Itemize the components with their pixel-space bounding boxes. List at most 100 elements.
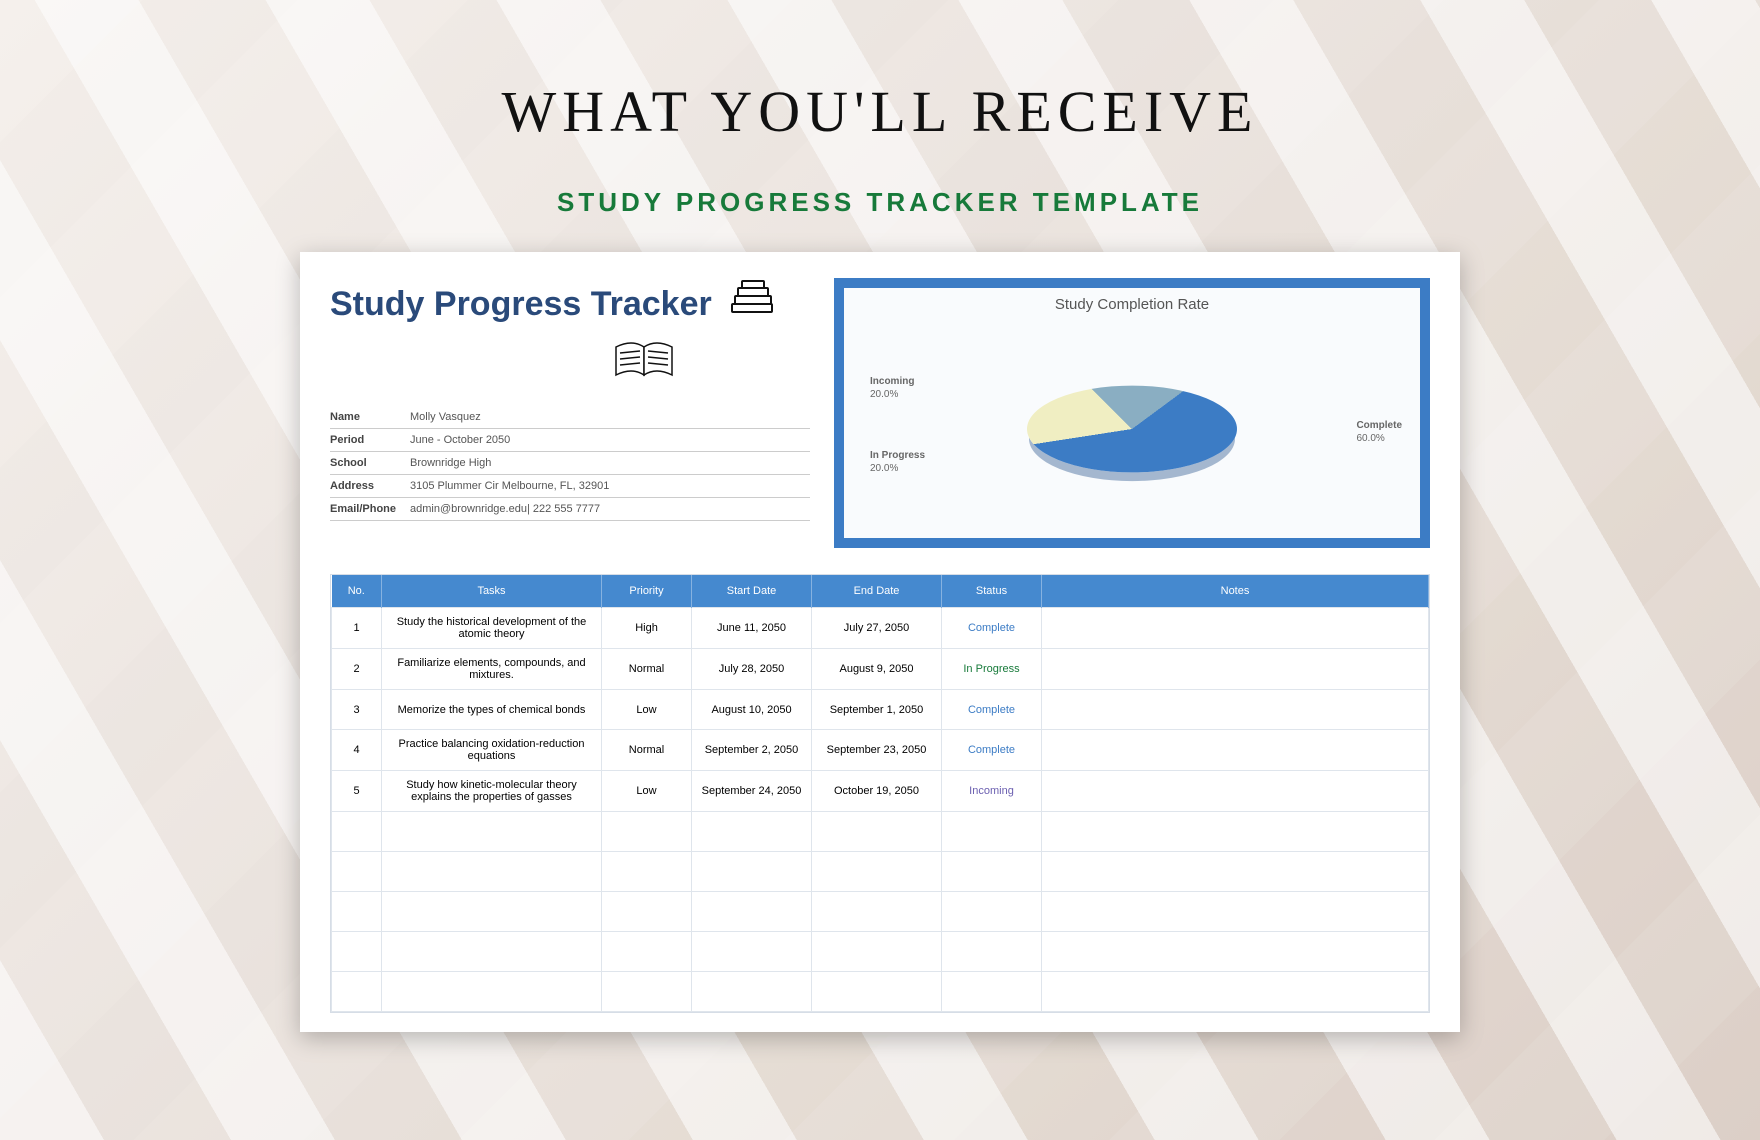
col-header: Start Date bbox=[692, 575, 812, 608]
cell: Memorize the types of chemical bonds bbox=[382, 690, 602, 730]
cell bbox=[1042, 608, 1429, 649]
cell bbox=[1042, 812, 1429, 852]
chart-title: Study Completion Rate bbox=[1055, 296, 1209, 313]
cell: 2 bbox=[332, 649, 382, 690]
cell bbox=[812, 892, 942, 932]
page-subheadline: STUDY PROGRESS TRACKER TEMPLATE bbox=[0, 187, 1760, 218]
table-row bbox=[332, 892, 1429, 932]
cell bbox=[602, 892, 692, 932]
cell: Low bbox=[602, 771, 692, 812]
cell bbox=[332, 932, 382, 972]
cell: July 28, 2050 bbox=[692, 649, 812, 690]
col-header: End Date bbox=[812, 575, 942, 608]
info-label: Period bbox=[330, 434, 410, 446]
cell: Normal bbox=[602, 730, 692, 771]
pie-label: Incoming20.0% bbox=[870, 375, 914, 401]
info-value: Brownridge High bbox=[410, 457, 810, 469]
cell: 1 bbox=[332, 608, 382, 649]
cell bbox=[1042, 730, 1429, 771]
doc-title: Study Progress Tracker bbox=[330, 278, 810, 331]
cell bbox=[942, 852, 1042, 892]
cell bbox=[692, 892, 812, 932]
cell: Study how kinetic-molecular theory expla… bbox=[382, 771, 602, 812]
info-value: Molly Vasquez bbox=[410, 411, 810, 423]
cell bbox=[602, 852, 692, 892]
info-label: Email/Phone bbox=[330, 503, 410, 515]
info-label: Name bbox=[330, 411, 410, 423]
cell bbox=[332, 852, 382, 892]
table-row bbox=[332, 852, 1429, 892]
cell bbox=[1042, 972, 1429, 1012]
col-header: No. bbox=[332, 575, 382, 608]
pie-chart: Complete60.0% In Progress20.0% Incoming20.… bbox=[844, 319, 1420, 538]
open-book-icon bbox=[610, 337, 810, 388]
cell bbox=[692, 932, 812, 972]
cell bbox=[332, 812, 382, 852]
info-value: 3105 Plummer Cir Melbourne, FL, 32901 bbox=[410, 480, 810, 492]
cell bbox=[692, 852, 812, 892]
cell bbox=[812, 972, 942, 1012]
cell: Complete bbox=[942, 608, 1042, 649]
cell bbox=[382, 892, 602, 932]
cell bbox=[942, 932, 1042, 972]
table-row: 5Study how kinetic-molecular theory expl… bbox=[332, 771, 1429, 812]
info-row: Address3105 Plummer Cir Melbourne, FL, 3… bbox=[330, 475, 810, 498]
info-label: Address bbox=[330, 480, 410, 492]
info-label: School bbox=[330, 457, 410, 469]
cell: High bbox=[602, 608, 692, 649]
cell bbox=[692, 972, 812, 1012]
cell: Normal bbox=[602, 649, 692, 690]
cell: September 2, 2050 bbox=[692, 730, 812, 771]
info-panel: NameMolly VasquezPeriodJune - October 20… bbox=[330, 406, 810, 521]
spreadsheet-preview: Study Progress Tracker NameMolly Vasquez… bbox=[300, 252, 1460, 1032]
info-value: admin@brownridge.edu| 222 555 7777 bbox=[410, 503, 810, 515]
table-row bbox=[332, 932, 1429, 972]
cell bbox=[382, 852, 602, 892]
cell: In Progress bbox=[942, 649, 1042, 690]
cell bbox=[692, 812, 812, 852]
table-row: 1Study the historical development of the… bbox=[332, 608, 1429, 649]
cell bbox=[382, 812, 602, 852]
cell bbox=[602, 932, 692, 972]
cell: 4 bbox=[332, 730, 382, 771]
cell bbox=[812, 812, 942, 852]
cell bbox=[332, 892, 382, 932]
cell: October 19, 2050 bbox=[812, 771, 942, 812]
info-value: June - October 2050 bbox=[410, 434, 810, 446]
cell bbox=[812, 932, 942, 972]
cell: 3 bbox=[332, 690, 382, 730]
table-row: 4Practice balancing oxidation-reduction … bbox=[332, 730, 1429, 771]
chart-container: Study Completion Rate Complete60.0% In Pr… bbox=[834, 278, 1430, 548]
cell bbox=[332, 972, 382, 1012]
cell: 5 bbox=[332, 771, 382, 812]
info-row: Email/Phoneadmin@brownridge.edu| 222 555… bbox=[330, 498, 810, 521]
cell: Complete bbox=[942, 730, 1042, 771]
cell bbox=[1042, 892, 1429, 932]
cell bbox=[942, 812, 1042, 852]
cell bbox=[1042, 932, 1429, 972]
cell: Familiarize elements, compounds, and mix… bbox=[382, 649, 602, 690]
col-header: Tasks bbox=[382, 575, 602, 608]
cell bbox=[382, 972, 602, 1012]
cell: August 9, 2050 bbox=[812, 649, 942, 690]
cell: September 24, 2050 bbox=[692, 771, 812, 812]
info-row: PeriodJune - October 2050 bbox=[330, 429, 810, 452]
cell: August 10, 2050 bbox=[692, 690, 812, 730]
task-table: No.TasksPriorityStart DateEnd DateStatus… bbox=[330, 574, 1430, 1013]
cell bbox=[942, 892, 1042, 932]
cell bbox=[602, 812, 692, 852]
cell: Low bbox=[602, 690, 692, 730]
cell bbox=[812, 852, 942, 892]
cell bbox=[602, 972, 692, 1012]
cell bbox=[1042, 690, 1429, 730]
cell: June 11, 2050 bbox=[692, 608, 812, 649]
cell: Incoming bbox=[942, 771, 1042, 812]
cell bbox=[1042, 852, 1429, 892]
info-row: SchoolBrownridge High bbox=[330, 452, 810, 475]
pie-label: Complete60.0% bbox=[1356, 419, 1402, 445]
page-headline: WHAT YOU'LL RECEIVE bbox=[0, 0, 1760, 145]
col-header: Notes bbox=[1042, 575, 1429, 608]
cell: Study the historical development of the … bbox=[382, 608, 602, 649]
col-header: Priority bbox=[602, 575, 692, 608]
pie-label: In Progress20.0% bbox=[870, 449, 925, 475]
